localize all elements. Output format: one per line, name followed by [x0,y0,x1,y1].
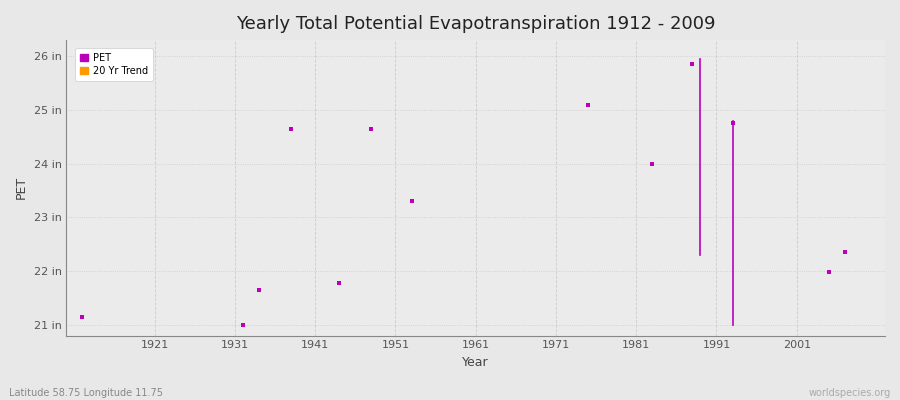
Point [236,322,250,328]
Title: Yearly Total Potential Evapotranspiration 1912 - 2009: Yearly Total Potential Evapotranspiratio… [236,15,716,33]
X-axis label: Year: Year [463,356,489,369]
Text: worldspecies.org: worldspecies.org [809,388,891,398]
Point [252,287,266,293]
Point [284,126,298,132]
Point [685,61,699,68]
Point [645,160,660,167]
Point [725,120,740,126]
Point [404,198,419,204]
Y-axis label: PET: PET [15,176,28,200]
Point [580,101,595,108]
Point [822,269,836,275]
Point [332,280,347,286]
Point [76,314,90,320]
Legend: PET, 20 Yr Trend: PET, 20 Yr Trend [76,48,153,80]
Point [838,249,852,256]
Point [364,126,379,132]
Text: Latitude 58.75 Longitude 11.75: Latitude 58.75 Longitude 11.75 [9,388,163,398]
